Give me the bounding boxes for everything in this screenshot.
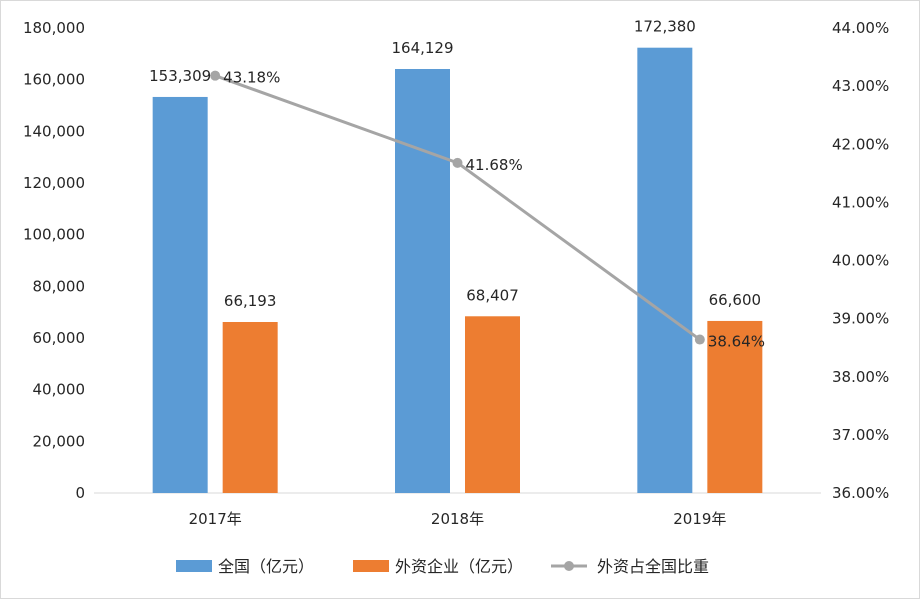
- bar-value-label: 68,407: [466, 286, 519, 304]
- bar-value-label: 153,309: [149, 67, 211, 85]
- bar-national: [395, 69, 450, 493]
- bar-national: [637, 47, 693, 494]
- legend-label: 全国（亿元）: [218, 557, 314, 576]
- legend-label: 外资企业（亿元）: [395, 557, 523, 576]
- right-tick-label: 44.00%: [832, 19, 889, 37]
- bar-foreign: [707, 320, 763, 493]
- right-tick-label: 36.00%: [832, 484, 889, 502]
- bar-foreign: [222, 322, 278, 493]
- legend-label: 外资占全国比重: [597, 557, 709, 576]
- ratio-point: [452, 157, 463, 168]
- left-tick-label: 180,000: [23, 19, 85, 37]
- right-tick-label: 40.00%: [832, 252, 889, 270]
- left-tick-label: 120,000: [23, 174, 85, 192]
- x-tick-label: 2018年: [431, 510, 484, 528]
- left-axis: 0 20,000 40,000 60,000 80,000 100,000 120,000 1…: [23, 19, 85, 502]
- ratio-value-label: 38.64%: [708, 333, 765, 351]
- left-tick-label: 140,000: [23, 122, 85, 140]
- left-tick-label: 80,000: [33, 277, 86, 295]
- right-tick-label: 39.00%: [832, 310, 889, 328]
- right-axis: 36.00% 37.00% 38.00% 39.00% 40.00% 41.00% 42.0…: [832, 19, 889, 502]
- x-tick-label: 2017年: [189, 510, 242, 528]
- legend-line-marker: [564, 561, 574, 571]
- legend: 全国（亿元） 外资企业（亿元） 外资占全国比重: [176, 557, 709, 576]
- bar-value-label: 66,193: [224, 292, 277, 310]
- bar-foreign: [465, 316, 520, 493]
- bar-national: [152, 96, 208, 493]
- right-tick-label: 38.00%: [832, 368, 889, 386]
- data-labels: 153,309 164,129 172,380 66,193 68,407 66,600 4…: [149, 18, 765, 351]
- right-tick-label: 37.00%: [832, 426, 889, 444]
- x-tick-label: 2019年: [673, 510, 726, 528]
- ratio-value-label: 41.68%: [466, 156, 523, 174]
- left-tick-label: 20,000: [33, 432, 86, 450]
- ratio-line-path: [214, 74, 701, 341]
- right-tick-label: 43.00%: [832, 77, 889, 95]
- left-tick-label: 0: [75, 484, 85, 502]
- bar-value-label: 66,600: [709, 291, 762, 309]
- ratio-line: [210, 70, 705, 345]
- legend-swatch: [353, 560, 389, 572]
- ratio-value-label: 43.18%: [223, 69, 280, 87]
- ratio-point: [210, 70, 221, 81]
- bars: [152, 47, 763, 494]
- left-tick-label: 160,000: [23, 71, 85, 89]
- ratio-point: [694, 334, 705, 345]
- left-tick-label: 100,000: [23, 226, 85, 244]
- left-tick-label: 40,000: [33, 381, 86, 399]
- legend-swatch: [176, 560, 212, 572]
- right-tick-label: 42.00%: [832, 135, 889, 153]
- right-tick-label: 41.00%: [832, 193, 889, 211]
- bar-value-label: 164,129: [391, 39, 453, 57]
- x-axis: 2017年 2018年 2019年: [94, 492, 821, 528]
- left-tick-label: 60,000: [33, 329, 86, 347]
- bar-value-label: 172,380: [634, 18, 696, 36]
